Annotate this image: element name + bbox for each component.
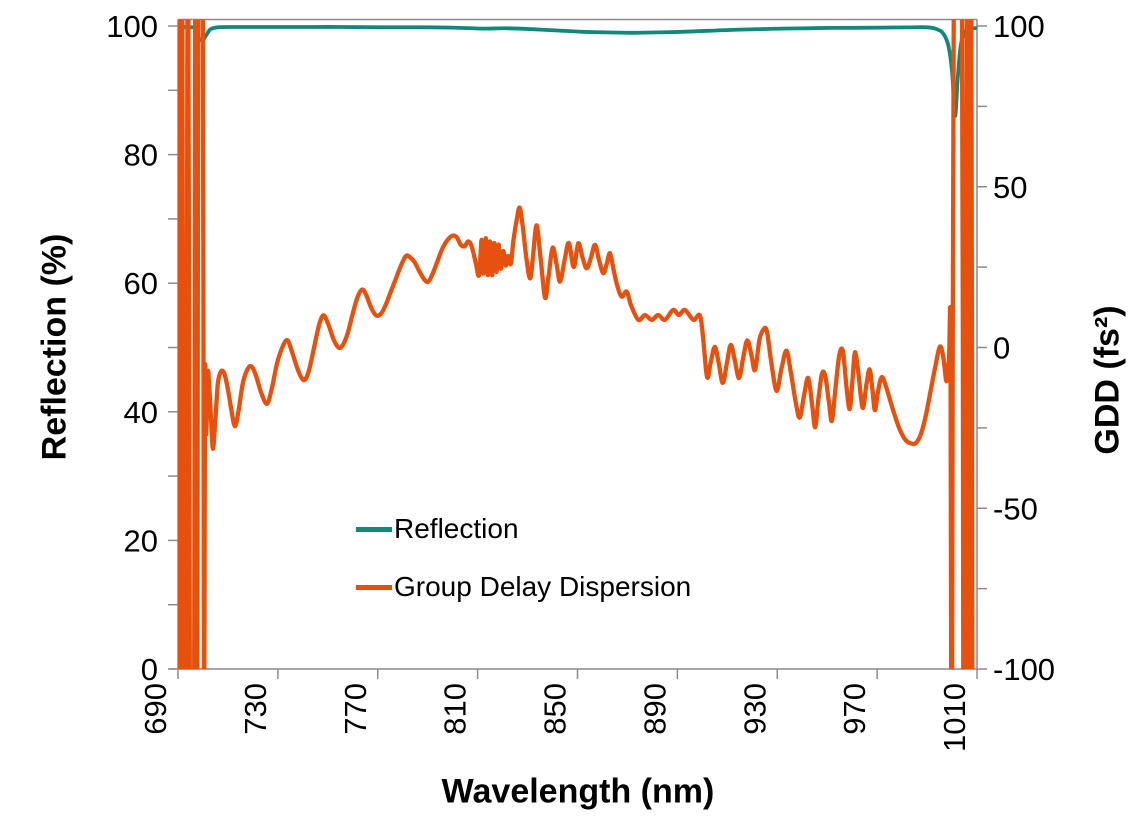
x-tick-label: 970 (837, 683, 872, 735)
x-tick-label: 730 (238, 683, 273, 735)
y-right-tick-label: -50 (993, 491, 1038, 526)
x-tick-label: 810 (438, 683, 473, 735)
x-tick-label: 930 (737, 683, 772, 735)
x-tick-label: 850 (538, 683, 573, 735)
chart-legend: Reflection Group Delay Dispersion (356, 512, 691, 628)
y-left-tick-label: 60 (124, 266, 158, 301)
y-right-tick-label: 0 (993, 331, 1010, 366)
x-tick-label: 890 (637, 683, 672, 735)
gdd-line-swatch (356, 584, 392, 590)
y-left-tick-label: 40 (124, 395, 158, 430)
legend-entry-reflection: Reflection (356, 512, 691, 546)
y-axis-title-left: Reflection (%) (35, 233, 74, 461)
x-tick-label: 690 (138, 683, 173, 735)
y-left-tick-label: 20 (124, 523, 158, 558)
legend-entry-gdd: Group Delay Dispersion (356, 570, 691, 604)
y-left-tick-label: 100 (106, 9, 158, 44)
y-left-tick-label: 0 (141, 652, 158, 687)
gdd-line (178, 19, 975, 670)
y-left-tick-label: 80 (124, 138, 158, 173)
legend-label-reflection: Reflection (394, 513, 519, 544)
x-axis-title: Wavelength (nm) (441, 772, 715, 811)
y-right-tick-label: -100 (993, 652, 1055, 687)
reflection-line (178, 24, 977, 118)
x-tick-label: 1010 (937, 683, 972, 752)
y-right-tick-label: 50 (993, 170, 1027, 205)
legend-label-gdd: Group Delay Dispersion (394, 571, 692, 602)
x-tick-label: 770 (338, 683, 373, 735)
y-axis-title-right: GDD (fs²) (1088, 305, 1127, 455)
reflection-line-swatch (356, 526, 392, 532)
y-right-tick-label: 100 (993, 9, 1045, 44)
